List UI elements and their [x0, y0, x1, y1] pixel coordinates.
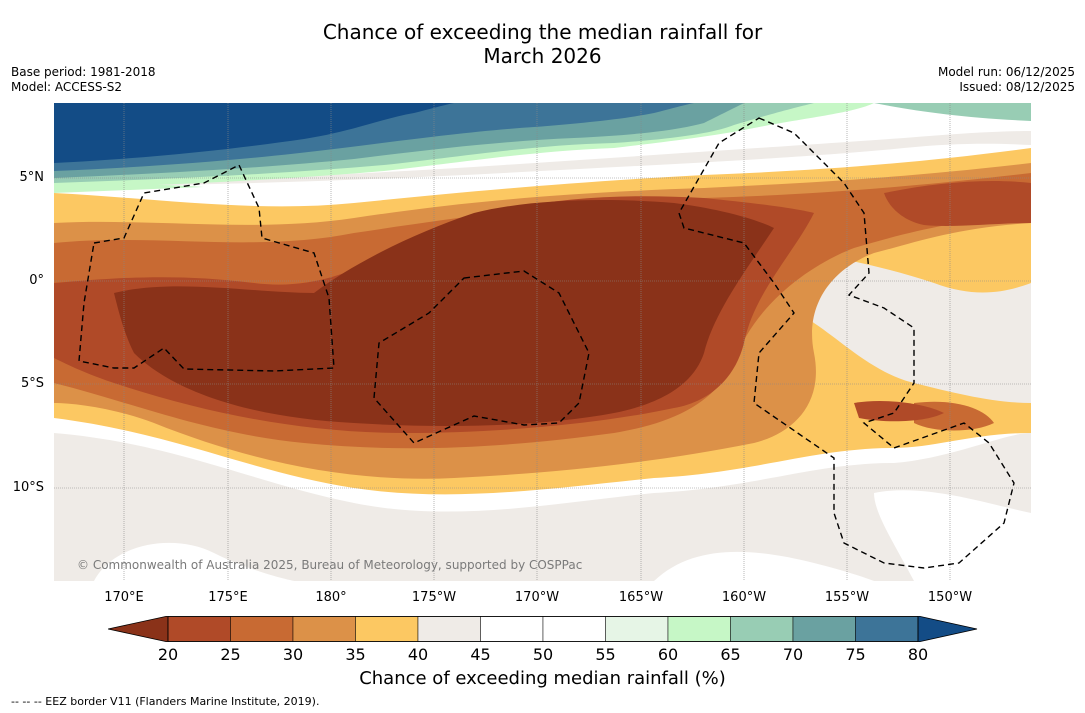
colorbar-tick-label: 30 [282, 645, 304, 664]
eez-borders [78, 117, 1015, 569]
eez-border-gilbert [78, 164, 335, 372]
base-period: Base period: 1981-2018 [11, 65, 156, 79]
model-name: Model: ACCESS-S2 [11, 80, 123, 94]
lat-label: 0° [29, 273, 44, 288]
copyright-notice: © Commonwealth of Australia 2025, Bureau… [77, 558, 583, 572]
map-svg [54, 103, 1031, 581]
region-below-20 [114, 200, 774, 426]
meta-right: Model run: 06/12/2025 Issued: 08/12/2025 [938, 65, 1075, 95]
title-line-1: Chance of exceeding the median rainfall … [322, 20, 763, 44]
colorbar-cell [167, 616, 231, 642]
colorbar-tick-label: 20 [157, 645, 179, 664]
colorbar-tick-label: 50 [532, 645, 554, 664]
region-above-80 [54, 103, 454, 163]
title-line-2: March 2026 [483, 44, 602, 68]
colorbar-tick-label: 25 [220, 645, 241, 664]
colorbar-cell [355, 616, 419, 642]
meta-left: Base period: 1981-2018 Model: ACCESS-S2 [11, 65, 156, 95]
colorbar-tick-label: 45 [470, 645, 491, 664]
colorbar-title: Chance of exceeding median rainfall (%) [359, 668, 726, 689]
colorbar-outline [167, 616, 919, 642]
gridlines [54, 103, 1031, 581]
colorbar-cell [792, 616, 856, 642]
colorbar-tick-label: 55 [595, 645, 616, 664]
lon-label: 155°W [824, 590, 870, 605]
lon-label: 175°W [411, 590, 457, 605]
rainfall-map: © Commonwealth of Australia 2025, Bureau… [54, 103, 1031, 581]
colorbar-tick-label: 65 [720, 645, 741, 664]
colorbar-cell [730, 616, 794, 642]
colorbar [108, 616, 978, 642]
colorbar-cell [855, 616, 919, 642]
lon-label: 160°W [721, 590, 767, 605]
eez-border-line-islands [678, 117, 1015, 569]
colorbar-cell [667, 616, 731, 642]
lon-label: 170°W [514, 590, 560, 605]
colorbar-tick-label: 35 [345, 645, 366, 664]
lon-label: 165°W [618, 590, 664, 605]
region-65-70-east [874, 103, 1031, 121]
colorbar-cell [605, 616, 669, 642]
lat-label: 5°S [20, 376, 44, 391]
colorbar-tick-label: 80 [907, 645, 929, 664]
colorbar-tick-label: 70 [782, 645, 804, 664]
lat-label: 5°N [19, 170, 45, 185]
eez-legend: -- -- -- EEZ border V11 (Flanders Marine… [11, 695, 320, 708]
colorbar-cell [230, 616, 294, 642]
chart-title: Chance of exceeding the median rainfall … [0, 20, 1085, 68]
region-20-25-east [884, 181, 1031, 226]
colorbar-tick-label: 75 [845, 645, 866, 664]
colorbar-cells [167, 616, 919, 642]
colorbar-under-triangle [108, 616, 169, 642]
lon-label: 150°W [927, 590, 973, 605]
issued-date: Issued: 08/12/2025 [959, 80, 1075, 94]
region-white-south-2 [654, 551, 874, 581]
eez-border-phoenix [373, 270, 590, 444]
region-white-east [874, 490, 1031, 581]
colorbar-tick-label: 60 [657, 645, 679, 664]
model-run: Model run: 06/12/2025 [937, 65, 1075, 79]
region-20-25-southeast [854, 401, 944, 422]
region-40-45 [54, 433, 1031, 581]
lon-label: 170°E [104, 590, 144, 605]
lon-label: 175°E [208, 590, 248, 605]
lat-label: 10°S [12, 480, 44, 495]
colorbar-cell [292, 616, 356, 642]
lon-label: 180° [315, 590, 347, 605]
colorbar-cell [542, 616, 606, 642]
colorbar-cell [480, 616, 544, 642]
colorbar-tick-label: 40 [407, 645, 429, 664]
region-25-30-east [914, 401, 994, 431]
colorbar-over-triangle [917, 616, 978, 642]
colorbar-cell [417, 616, 481, 642]
region-white-south [94, 542, 294, 581]
